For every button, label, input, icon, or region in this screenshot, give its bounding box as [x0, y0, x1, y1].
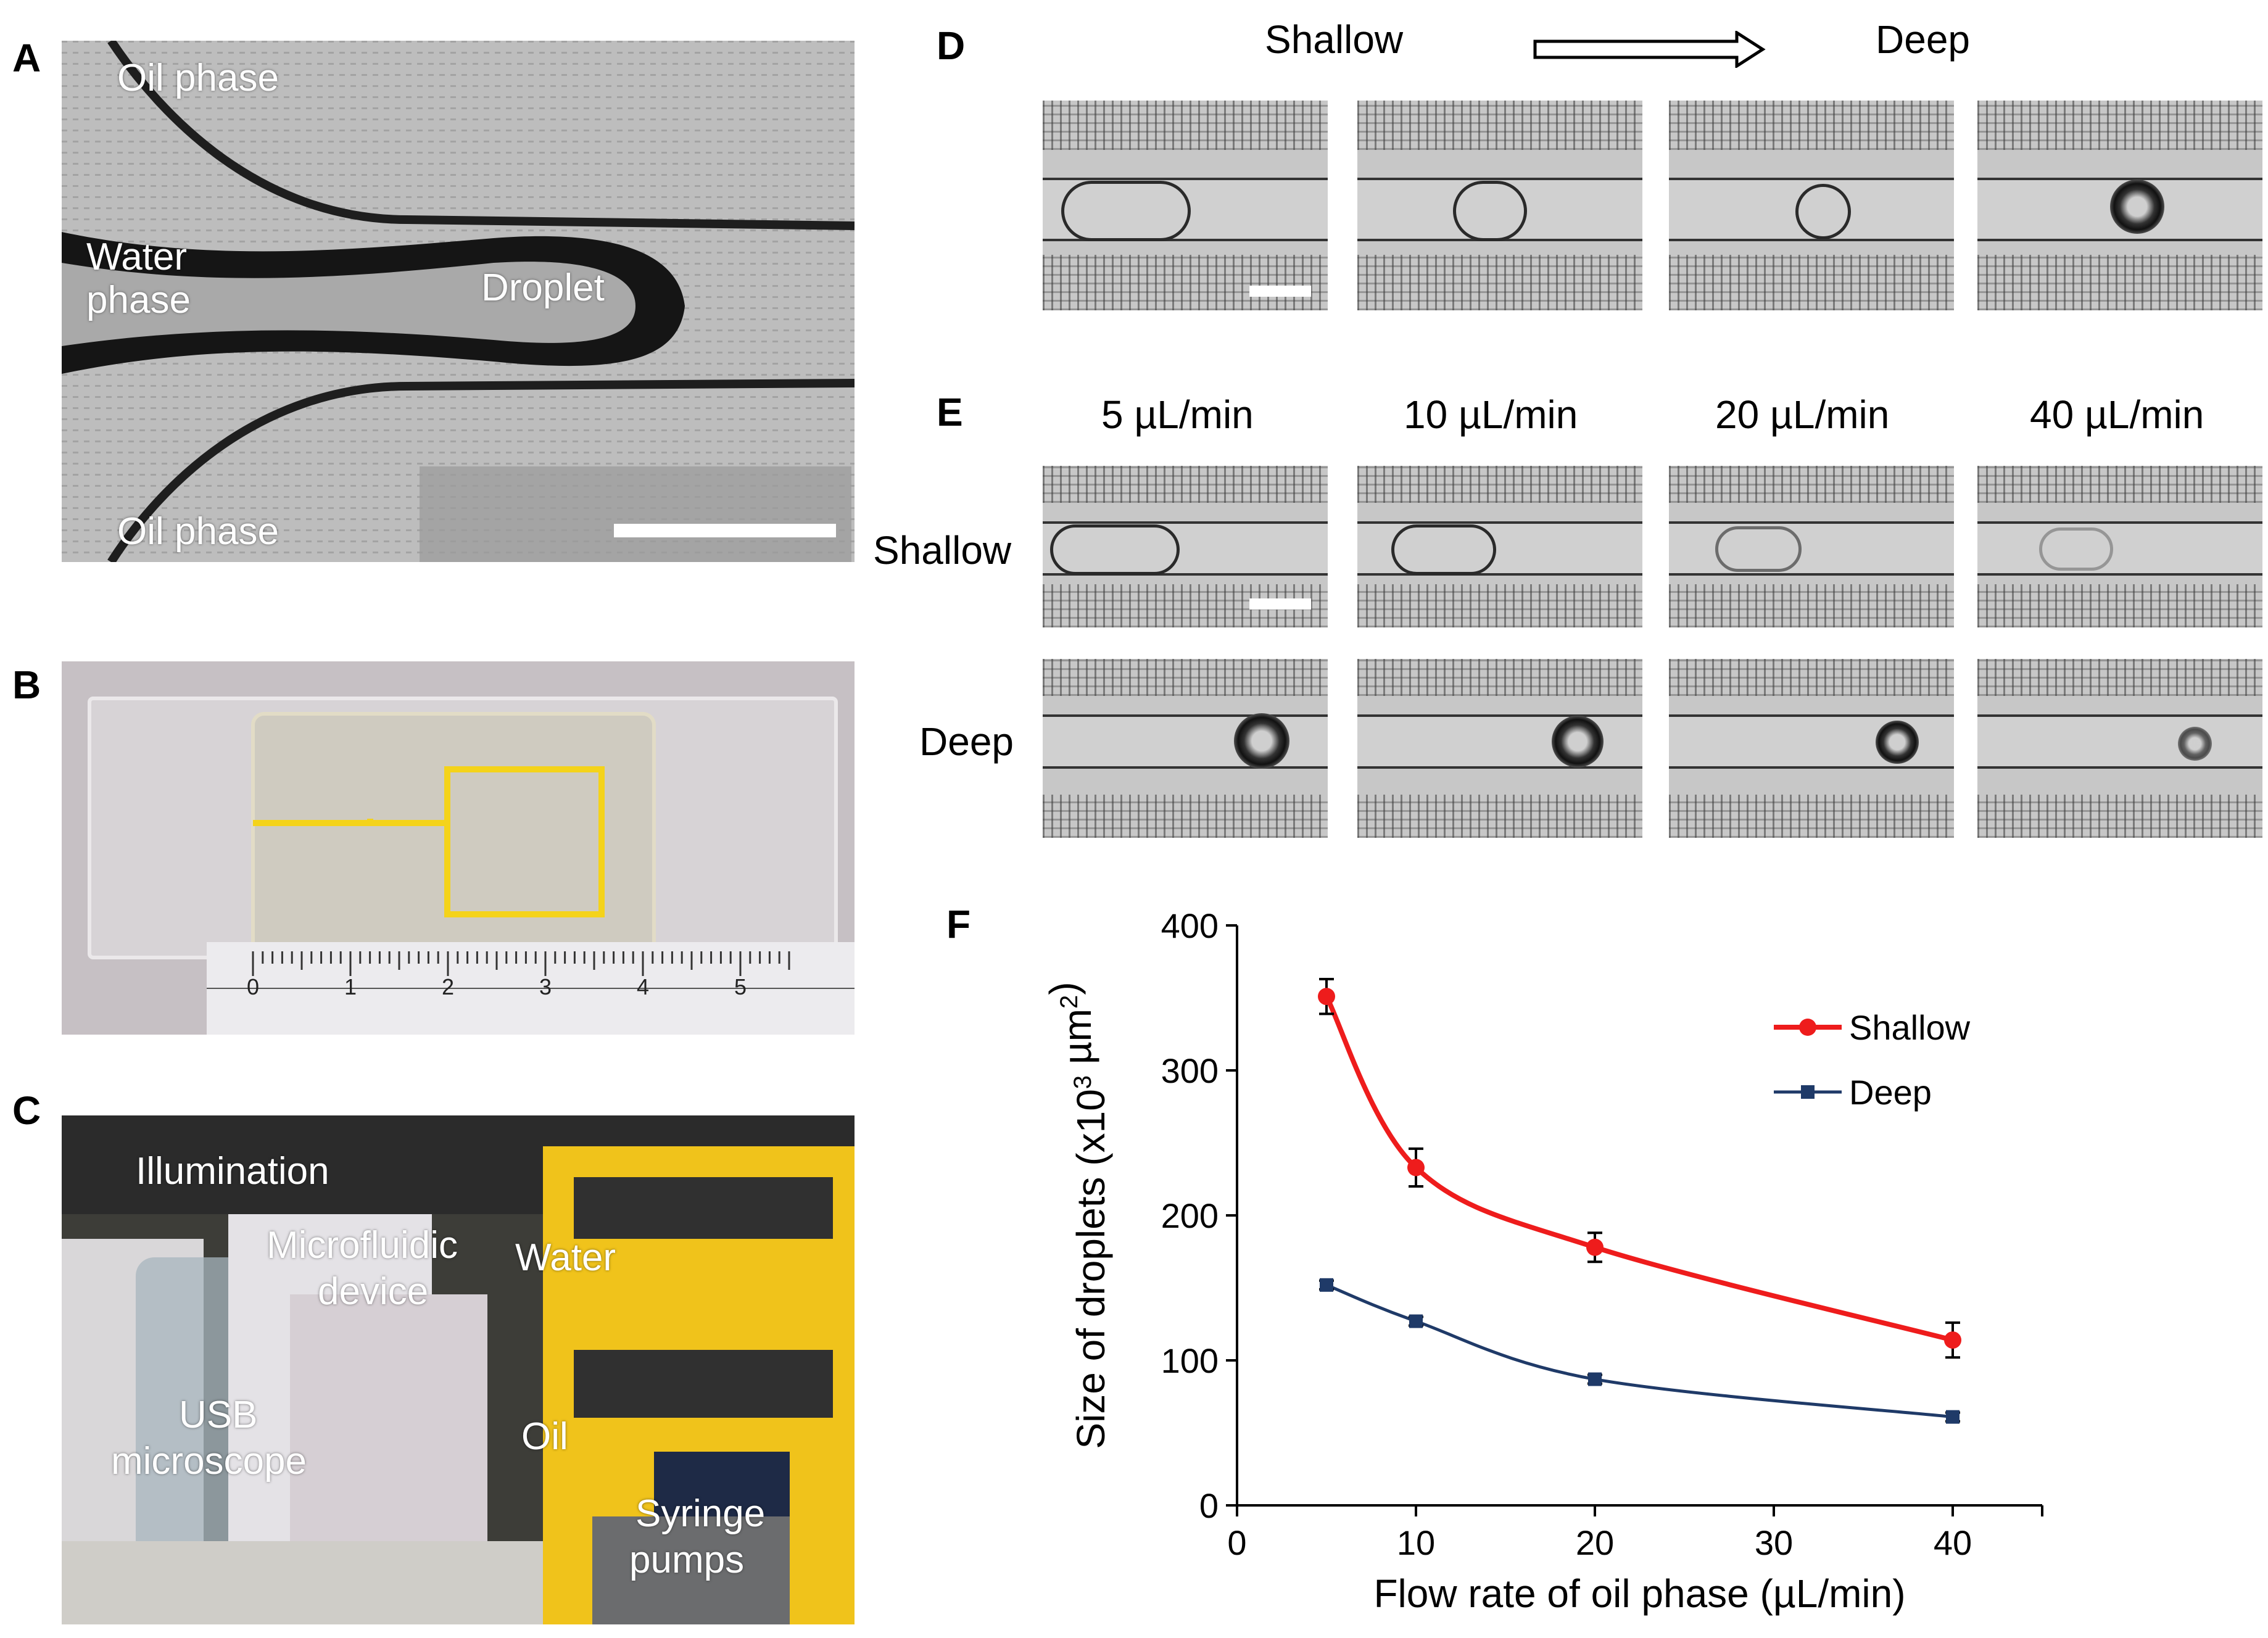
scale-bar-e	[1249, 598, 1311, 610]
chart-flow-rate-vs-droplet-size: 0 100 200 300 400 0 10 20 30 40 Flow rate of oil p…	[1041, 906, 2043, 1616]
header-deep: Deep	[1876, 17, 1970, 62]
ruler	[207, 988, 855, 989]
e-shallow-10	[1357, 466, 1642, 627]
panel-c-photo: Illumination Microfluidic device Water U…	[62, 1115, 855, 1624]
e-deep-20	[1669, 659, 1954, 838]
label-microscope: microscope	[111, 1440, 307, 1483]
data-point-deep	[1946, 1410, 1960, 1424]
rate-label-20: 20 µL/min	[1715, 392, 1890, 437]
panel-b-device-drawing	[88, 697, 855, 1035]
panel-a-channel-drawing	[62, 41, 855, 562]
panel-label-f: F	[946, 902, 971, 946]
label-oil: Oil	[521, 1415, 568, 1458]
x-axis-label: Flow rate of oil phase (µL/min)	[1373, 1571, 1905, 1616]
d-frame-1	[1043, 101, 1328, 310]
data-point-deep	[1320, 1278, 1333, 1292]
label-illumination: Illumination	[136, 1150, 329, 1193]
e-deep-5	[1043, 659, 1328, 838]
data-point-shallow	[1407, 1159, 1425, 1177]
y-tick-label: 200	[1161, 1196, 1219, 1235]
ruler-tick-label: 3	[539, 974, 552, 999]
series-line-deep	[1326, 1283, 1953, 1419]
x-tick-label: 0	[1227, 1523, 1246, 1562]
data-point-shallow	[1318, 988, 1335, 1006]
y-axis-label-part: Size of droplets (x10	[1069, 1089, 1113, 1449]
label-oil-phase-bottom: Oil phase	[117, 510, 279, 553]
data-point-shallow	[1586, 1238, 1604, 1256]
e-shallow-20	[1669, 466, 1954, 627]
ruler-tick-label: 0	[247, 974, 259, 999]
legend-label: Deep	[1849, 1073, 1932, 1112]
label-oil-phase-top: Oil phase	[117, 57, 279, 99]
data-point-shallow	[1944, 1331, 1961, 1349]
label-water: Water	[86, 236, 188, 278]
label-syringe: Syringe	[635, 1492, 766, 1535]
y-tick-label: 300	[1161, 1051, 1219, 1090]
e-shallow-5	[1043, 466, 1328, 627]
ruler-ticks-svg: 0 1 2 3 4 5	[247, 951, 790, 999]
ruler-tick-label: 5	[734, 974, 747, 999]
legend-label: Shallow	[1849, 1008, 1971, 1047]
label-device: device	[318, 1270, 429, 1313]
panel-label-d: D	[937, 23, 966, 68]
ruler-tick-label: 1	[344, 974, 357, 999]
d-frame-3	[1669, 101, 1954, 310]
row-label-shallow: Shallow	[873, 528, 1012, 573]
y-tick-label: 400	[1161, 906, 1219, 945]
scale-bar-a	[614, 524, 836, 537]
series-line-shallow	[1324, 995, 1954, 1342]
panel-a-micrograph: Oil phase Water phase Droplet Oil phase	[62, 41, 855, 562]
e-deep-40	[1977, 659, 2262, 838]
x-tick-label: 20	[1576, 1523, 1614, 1562]
x-tick-label: 10	[1397, 1523, 1435, 1562]
ruler-tick-label: 2	[442, 974, 454, 999]
scale-bar-d	[1249, 286, 1311, 297]
panel-label-a: A	[12, 36, 41, 80]
e-deep-10	[1357, 659, 1642, 838]
panel-label-e: E	[937, 390, 963, 434]
y-axis-label-superscript: 3	[1069, 1075, 1096, 1089]
e-shallow-40	[1977, 466, 2262, 627]
label-microfluidic: Microfluidic	[267, 1224, 458, 1267]
ruler-tick-labels: 0 1 2 3 4 5	[62, 661, 855, 1035]
label-pumps: pumps	[629, 1539, 745, 1581]
label-usb: USB	[179, 1394, 258, 1436]
y-tick-label: 0	[1199, 1486, 1219, 1525]
legend-marker	[1799, 1019, 1816, 1036]
rate-label-5: 5 µL/min	[1101, 392, 1254, 437]
panel-c-setup-drawing	[62, 1115, 855, 1624]
rate-label-40: 40 µL/min	[2030, 392, 2204, 437]
panel-label-b: B	[12, 663, 41, 707]
row-label-deep: Deep	[919, 719, 1014, 764]
label-droplet: Droplet	[481, 267, 605, 309]
header-shallow: Shallow	[1265, 17, 1404, 62]
y-tick-label: 100	[1161, 1341, 1219, 1380]
x-tick-label: 30	[1755, 1523, 1793, 1562]
label-phase: phase	[86, 279, 191, 321]
rate-label-10: 10 µL/min	[1404, 392, 1578, 437]
panel-label-c: C	[12, 1088, 41, 1133]
data-point-deep	[1588, 1372, 1602, 1386]
arrow-icon	[1533, 31, 1766, 68]
label-water-c: Water	[515, 1236, 616, 1279]
x-tick-label: 40	[1934, 1523, 1972, 1562]
data-point-deep	[1409, 1314, 1423, 1328]
y-axis-label: Size of droplets (x103 µm2)	[1041, 982, 1113, 1449]
d-frame-2	[1357, 101, 1642, 310]
legend-marker	[1801, 1085, 1815, 1099]
y-axis-label-part: µm	[1055, 1009, 1099, 1075]
y-axis-label-part: )	[1041, 982, 1086, 995]
d-frame-4	[1977, 101, 2262, 310]
y-axis-label-superscript: 2	[1056, 995, 1083, 1009]
ruler-tick-label: 4	[637, 974, 649, 999]
panel-b-photo: 0 1 2 3 4 5	[62, 661, 855, 1035]
